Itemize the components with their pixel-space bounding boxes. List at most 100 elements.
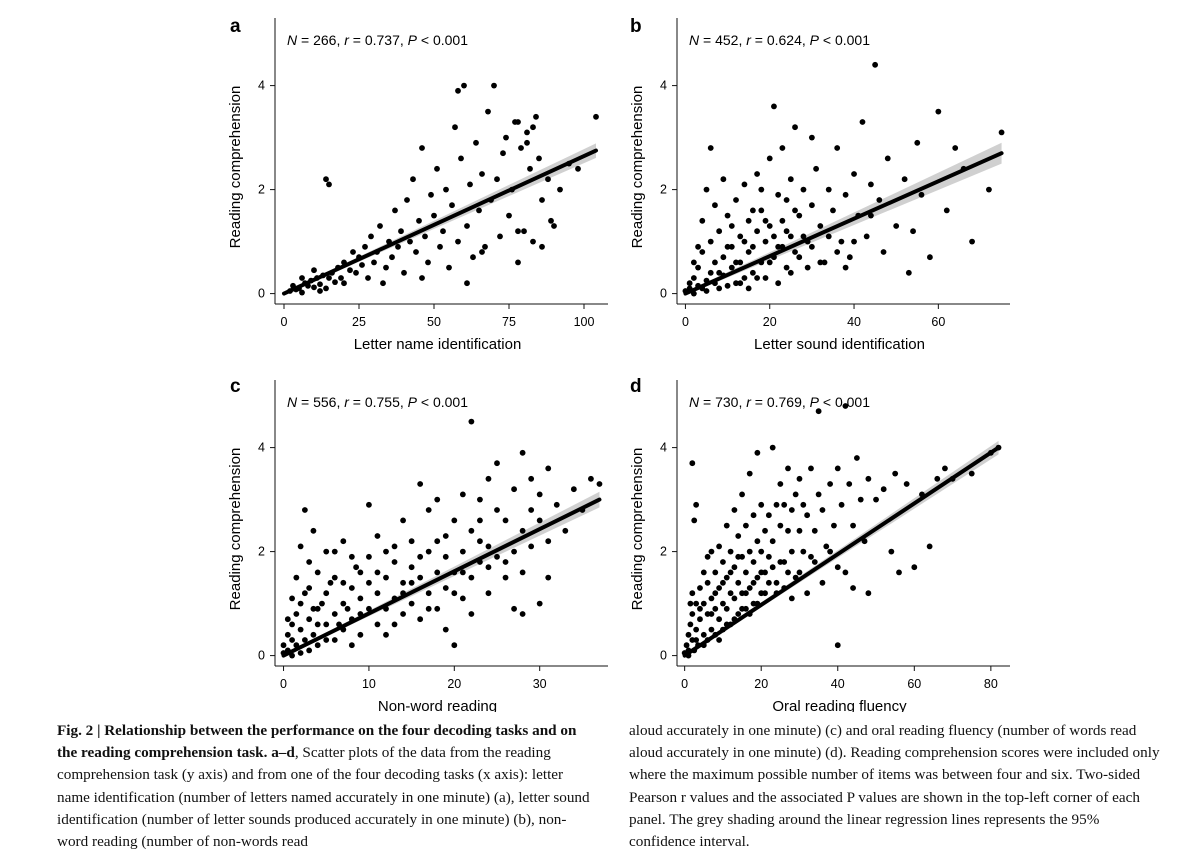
data-point <box>942 465 948 472</box>
data-point <box>477 538 483 545</box>
data-point <box>811 527 818 534</box>
data-point <box>485 475 492 482</box>
y-tick-label: 2 <box>258 545 265 559</box>
data-point <box>524 139 530 146</box>
data-point <box>773 501 780 508</box>
data-point <box>783 264 790 271</box>
data-point <box>846 481 853 487</box>
data-point <box>459 595 466 602</box>
data-point <box>723 574 730 581</box>
data-point <box>716 543 723 550</box>
data-point <box>511 605 517 612</box>
x-tick-label: 40 <box>831 677 845 691</box>
stats-label: N = 556, r = 0.755, P < 0.001 <box>287 394 468 410</box>
data-point <box>338 275 344 281</box>
data-point <box>935 108 942 115</box>
data-point <box>813 165 820 172</box>
data-point <box>340 579 347 586</box>
data-point <box>708 548 715 555</box>
data-point <box>408 564 415 571</box>
data-point <box>724 243 731 250</box>
data-point <box>515 119 521 125</box>
data-point <box>893 223 900 229</box>
data-point <box>347 267 353 274</box>
data-point <box>819 507 826 513</box>
x-tick-label: 0 <box>682 315 689 329</box>
data-point <box>800 233 807 240</box>
data-point <box>765 512 772 519</box>
data-point <box>796 475 803 482</box>
stats-label-part: N <box>287 394 298 410</box>
y-tick-label: 2 <box>258 183 265 197</box>
data-point <box>762 275 769 281</box>
data-point <box>451 517 458 524</box>
data-point <box>468 611 475 617</box>
data-point <box>515 228 521 235</box>
data-point <box>817 259 824 266</box>
data-point <box>842 264 849 271</box>
data-point <box>911 564 918 571</box>
data-point <box>455 238 461 245</box>
stats-label-part: r <box>746 32 752 48</box>
data-point <box>503 134 509 141</box>
data-point <box>383 548 389 555</box>
data-point <box>762 590 768 597</box>
data-point <box>344 605 351 612</box>
data-point <box>737 259 744 266</box>
data-point <box>425 259 431 266</box>
data-point <box>357 631 364 638</box>
data-point <box>739 491 745 498</box>
data-point <box>873 496 879 503</box>
data-point <box>867 181 874 188</box>
data-point <box>693 600 700 607</box>
data-point <box>468 527 475 534</box>
data-point <box>359 262 365 268</box>
stats-label-part: r <box>344 394 350 410</box>
data-point <box>851 238 857 245</box>
data-point <box>785 465 791 472</box>
data-point <box>728 223 735 229</box>
y-tick-label: 0 <box>660 649 667 663</box>
y-tick-label: 4 <box>660 441 667 455</box>
data-point <box>716 285 723 292</box>
stats-label-part: < 0.001 <box>819 394 870 410</box>
data-point <box>371 259 377 266</box>
data-point <box>745 217 752 224</box>
data-point <box>766 223 773 229</box>
data-point <box>511 486 517 493</box>
data-point <box>901 176 908 183</box>
data-point <box>530 238 536 245</box>
data-point <box>712 202 718 209</box>
y-tick-label: 4 <box>660 79 667 93</box>
data-point <box>431 212 437 219</box>
data-point <box>693 501 700 508</box>
data-point <box>536 517 543 524</box>
data-point <box>773 579 780 586</box>
data-point <box>749 207 756 214</box>
data-point <box>311 267 317 274</box>
data-point <box>741 238 748 245</box>
data-point <box>314 605 321 612</box>
data-point <box>771 103 777 110</box>
stats-label-part: r <box>746 394 752 410</box>
data-point <box>528 543 535 550</box>
stats-label-part: = 266, <box>297 32 344 48</box>
data-point <box>769 444 776 451</box>
data-point <box>374 590 381 597</box>
data-point <box>391 559 398 565</box>
stats-label-part: = 452, <box>699 32 746 48</box>
data-point <box>413 249 419 255</box>
data-point <box>593 113 599 120</box>
data-point <box>310 605 317 612</box>
data-point <box>482 243 488 250</box>
data-point <box>758 501 765 508</box>
data-point <box>691 517 698 524</box>
stats-label-part: = 0.755, <box>349 394 408 410</box>
stats-label-part: P <box>408 32 418 48</box>
data-point <box>727 569 734 576</box>
data-point <box>449 202 455 209</box>
data-point <box>750 559 757 565</box>
data-point <box>704 553 711 560</box>
data-point <box>545 574 552 581</box>
stats-label: N = 452, r = 0.624, P < 0.001 <box>689 32 870 48</box>
